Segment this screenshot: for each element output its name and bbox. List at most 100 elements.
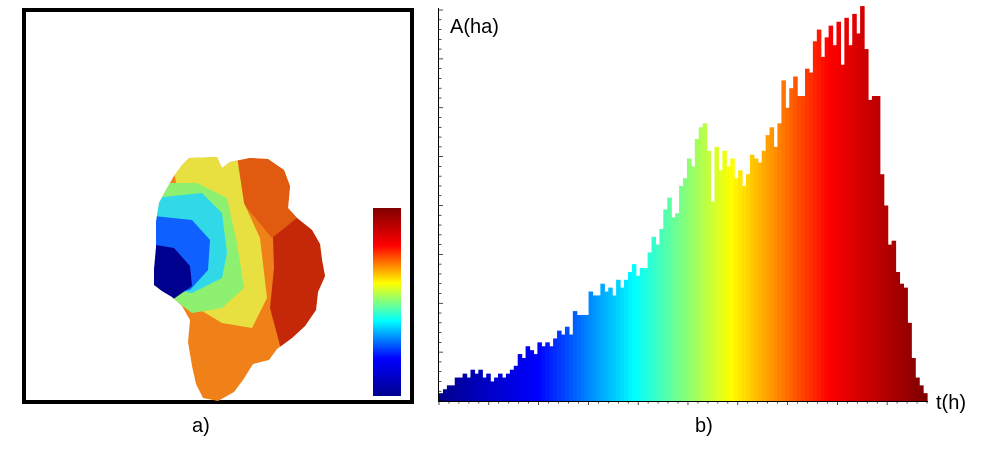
histogram-bar (592, 295, 598, 401)
histogram-bar (801, 96, 806, 402)
histogram-bar (462, 373, 468, 401)
histogram-bar (824, 37, 830, 402)
histogram-bar (891, 240, 897, 401)
histogram-bar (486, 373, 491, 401)
histogram-bar (639, 268, 645, 401)
histogram-bar (867, 99, 873, 402)
histogram-bar (805, 68, 810, 402)
panel-a-svg (22, 8, 414, 404)
histogram-bar (604, 291, 609, 401)
histogram-bar (852, 13, 857, 401)
histogram-bar (742, 185, 747, 401)
histogram-bar (525, 346, 531, 401)
histogram-bar (466, 377, 472, 401)
histogram-bar (828, 25, 834, 401)
histogram-bar (643, 268, 649, 401)
histogram-bar (765, 135, 771, 401)
histogram-bar (820, 56, 826, 402)
histogram-bar (549, 346, 554, 401)
histogram-bar (773, 146, 779, 401)
histogram-bar (596, 295, 601, 401)
histogram-bar (726, 166, 731, 401)
histogram-bar (730, 158, 735, 401)
histogram-bar (521, 357, 527, 401)
histogram-bar (541, 346, 546, 401)
histogram-bar (659, 228, 664, 401)
histogram-bar (864, 49, 869, 401)
histogram-bar (745, 174, 751, 401)
histogram-bar (718, 170, 723, 401)
histogram-bar (915, 377, 920, 401)
histogram-bar (848, 45, 853, 401)
histogram-bar (793, 76, 798, 401)
histogram-bar (683, 178, 688, 401)
colorbar (373, 208, 401, 396)
histogram-bar (439, 393, 444, 401)
histogram-bar (761, 150, 767, 401)
histogram-bar (446, 385, 452, 401)
histogram-bar (616, 279, 621, 401)
histogram-bar (840, 64, 845, 402)
histogram-bar (860, 6, 865, 402)
histogram-bar (517, 354, 523, 401)
histogram-bar (722, 150, 727, 401)
histogram-bar (490, 381, 495, 401)
histogram-bar (702, 123, 708, 401)
histogram-bar (757, 162, 763, 401)
histogram-bar (470, 369, 476, 401)
histogram-bar (883, 205, 889, 401)
histogram-bar (561, 334, 566, 401)
histogram-bar (856, 33, 861, 402)
histogram-bar (903, 287, 908, 401)
histogram-bar (789, 88, 794, 401)
histogram-bar (623, 279, 629, 401)
histogram-bar (588, 291, 594, 401)
histogram-bar (513, 365, 519, 401)
panel-b (430, 0, 1000, 415)
histogram-bar (545, 342, 550, 401)
histogram-bar (498, 373, 503, 401)
histogram-bar (537, 342, 542, 401)
histogram-bar (635, 275, 641, 401)
histogram-bar (887, 244, 893, 401)
histogram-bar (844, 17, 849, 401)
histogram-bar (875, 96, 881, 402)
histogram-bar (533, 354, 538, 401)
panel-a-caption: a) (192, 415, 210, 437)
panel-b-caption: b) (695, 415, 713, 437)
histogram-bar (557, 330, 562, 401)
y-axis-label: A(ha) (450, 16, 499, 38)
histogram-bar (734, 178, 739, 401)
histogram-bar (608, 287, 613, 401)
histogram-bar (686, 158, 692, 401)
histogram-bar (509, 369, 515, 401)
histogram-bar (651, 236, 657, 401)
bars (439, 6, 928, 402)
histogram-bar (895, 271, 901, 401)
histogram-bar (785, 107, 790, 401)
histogram-bar (667, 197, 672, 401)
histogram-bar (694, 139, 700, 401)
histogram-bar (494, 377, 499, 401)
histogram-bar (564, 326, 570, 401)
histogram-bar (620, 287, 625, 401)
histogram-bar (572, 311, 578, 401)
histogram-bar (671, 217, 676, 401)
panel-a (22, 8, 414, 404)
histogram-bar (698, 127, 704, 402)
histogram-bar (450, 385, 456, 401)
histogram-bar (836, 21, 842, 401)
histogram-bar (769, 127, 775, 402)
histogram-bar (777, 123, 782, 401)
x-axis-label: t(h) (936, 392, 966, 414)
histogram-bar (600, 283, 605, 401)
map-region-dark-blue (154, 244, 192, 300)
histogram-bar (454, 377, 460, 401)
histogram-bar (505, 373, 511, 401)
histogram-bar (529, 350, 535, 401)
histogram-bar (647, 252, 653, 401)
histogram-bar (871, 96, 877, 402)
histogram-bar (808, 72, 814, 401)
histogram-bar (675, 213, 680, 401)
